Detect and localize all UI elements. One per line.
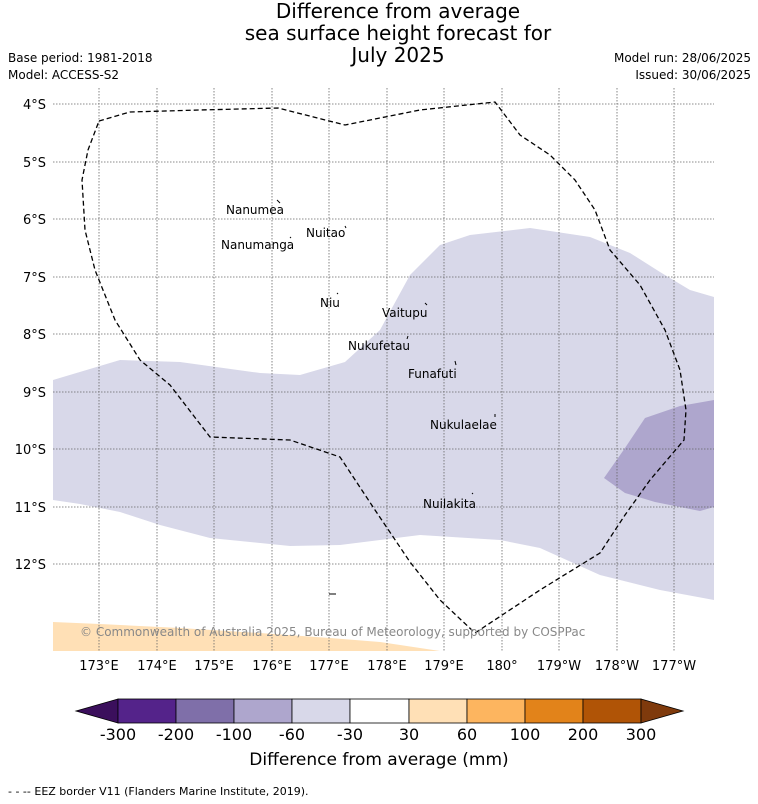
lat-tick: 5°S — [23, 156, 46, 171]
island-marks — [276, 199, 496, 595]
colorbar-extend-high — [640, 698, 685, 724]
colorbar-bin — [408, 698, 468, 724]
colorbar-bin — [117, 698, 177, 724]
model-name: Model: ACCESS-S2 — [8, 68, 120, 82]
map-area: Nanumea Nuitao Nanumanga Niu Vaitupu Nuk… — [53, 88, 714, 651]
island-vaitupu-mark — [424, 302, 428, 306]
colorbar-tick: 30 — [399, 725, 419, 744]
island-label: Nukulaelae — [430, 418, 497, 432]
lat-tick: 12°S — [15, 558, 46, 573]
lat-tick: 11°S — [15, 501, 46, 516]
colorbar-tick: 200 — [568, 725, 599, 744]
map-title: Difference from average sea surface heig… — [148, 0, 648, 66]
lon-tick: 176°E — [252, 659, 292, 674]
colorbar-tick: -30 — [337, 725, 363, 744]
island-label: Nuilakita — [423, 497, 476, 511]
eez-legend: - - -- EEZ border V11 (Flanders Marine I… — [8, 785, 309, 798]
longitude-axis: 173°E 174°E 175°E 176°E 177°E 178°E 179°… — [79, 659, 696, 674]
colorbar-bin — [582, 698, 642, 724]
colorbar-label: Difference from average (mm) — [249, 750, 509, 770]
island-label: Nanumea — [226, 203, 284, 217]
lat-tick: 8°S — [23, 328, 46, 343]
lon-tick: 179°W — [537, 659, 581, 674]
island-nuilakita-mark — [471, 492, 474, 495]
colorbar-tick: -300 — [100, 725, 136, 744]
island-nuitao-mark — [344, 225, 347, 229]
colorbar-extend-low — [74, 698, 119, 724]
graticule — [53, 88, 714, 651]
model-run: Model run: 28/06/2025 — [613, 51, 751, 65]
island-nanumanga-mark — [289, 236, 292, 239]
model-info: Base period: 1981-2018 Model: ACCESS-S2 — [8, 50, 153, 84]
colorbar-tick: -100 — [216, 725, 252, 744]
title-line: Difference from average — [275, 0, 521, 23]
copyright-text: © Commonwealth of Australia 2025, Bureau… — [80, 625, 585, 639]
colorbar-tick: 300 — [626, 725, 657, 744]
colorbar — [74, 698, 685, 724]
island-niu-mark — [336, 292, 339, 295]
lon-tick: 177°W — [652, 659, 696, 674]
eez-border — [81, 101, 687, 634]
colorbar-tick: -60 — [279, 725, 305, 744]
latitude-axis: 4°S 5°S 6°S 7°S 8°S 9°S 10°S 11°S 12°S — [15, 98, 46, 573]
lat-tick: 6°S — [23, 213, 46, 228]
colorbar-bin — [349, 698, 410, 724]
title-line: sea surface height forecast for — [244, 21, 552, 45]
island-label: Nanumanga — [221, 238, 294, 252]
lat-tick: 7°S — [23, 271, 46, 286]
lon-tick: 177°E — [309, 659, 349, 674]
lat-tick: 10°S — [15, 443, 46, 458]
colorbar-bin — [466, 698, 526, 724]
base-period: Base period: 1981-2018 — [8, 51, 153, 65]
colorbar-bin — [175, 698, 235, 724]
anomaly-region-positive — [53, 622, 440, 651]
colorbar-tick: 60 — [457, 725, 477, 744]
colorbar-bin — [524, 698, 584, 724]
lon-tick: 175°E — [194, 659, 234, 674]
island-label: Nuitao — [306, 226, 345, 240]
lon-tick: 179°E — [424, 659, 464, 674]
colorbar-bin — [233, 698, 293, 724]
island-nukufetau-mark — [406, 335, 409, 340]
colorbar-tick: -200 — [158, 725, 194, 744]
island-labels: Nanumea Nuitao Nanumanga Niu Vaitupu Nuk… — [221, 203, 497, 511]
lon-tick: 180° — [486, 659, 517, 674]
lon-tick: 173°E — [79, 659, 119, 674]
lon-tick: 178°W — [595, 659, 639, 674]
island-label: Nukufetau — [348, 339, 410, 353]
island-nanumea-mark — [276, 199, 281, 204]
anomaly-region-medium — [604, 400, 714, 511]
island-funafuti-mark — [454, 360, 457, 366]
title-line: July 2025 — [351, 43, 445, 67]
issued-date: Issued: 30/06/2025 — [635, 68, 751, 82]
lat-tick: 9°S — [23, 386, 46, 401]
colorbar-tick: 100 — [510, 725, 541, 744]
colorbar-bin — [291, 698, 351, 724]
lon-tick: 174°E — [137, 659, 177, 674]
run-info: Model run: 28/06/2025 Issued: 30/06/2025 — [614, 50, 751, 84]
lon-tick: 178°E — [367, 659, 407, 674]
lat-tick: 4°S — [23, 98, 46, 113]
island-label: Funafuti — [408, 367, 457, 381]
island-label: Niu — [320, 296, 340, 310]
island-label: Vaitupu — [382, 306, 428, 320]
colorbar-ticks: -300 -200 -100 -60 -30 30 60 100 200 300 — [100, 725, 656, 744]
